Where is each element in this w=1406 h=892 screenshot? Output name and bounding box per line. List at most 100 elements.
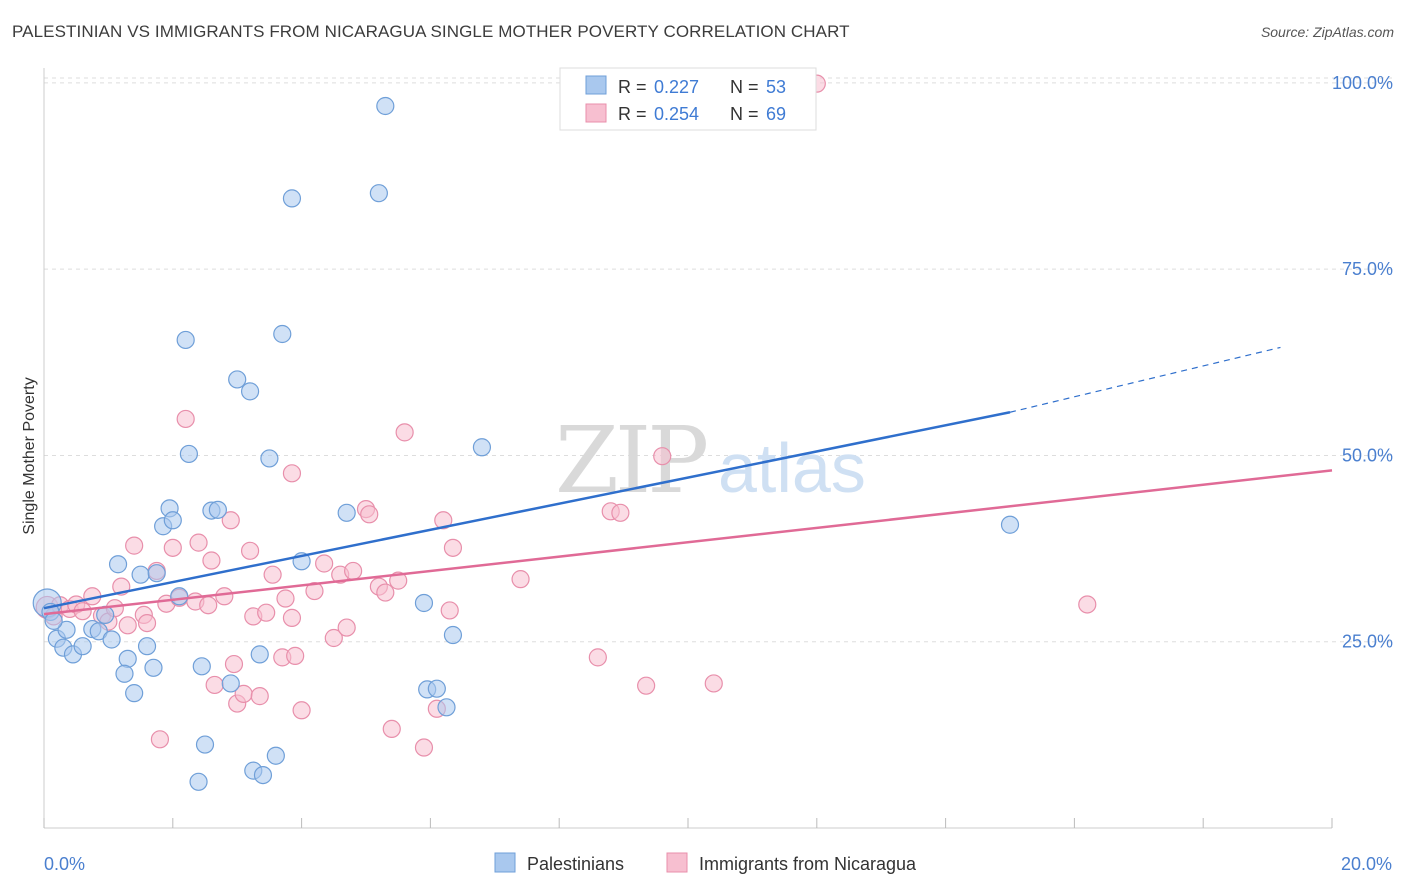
palestinian-point-41 [337, 503, 356, 522]
nicaragua-point-14 [137, 613, 157, 633]
nicaragua-point-67 [282, 608, 302, 627]
trend-lines [43, 346, 1333, 616]
palestinian-point-8 [89, 622, 108, 641]
nicaragua-point-39 [292, 701, 311, 720]
legend-box: R = 0.227 N = 53 R = 0.254 N = 69 [559, 67, 817, 131]
palestinian-point-16 [137, 637, 157, 656]
x-axis-ticks [43, 818, 1333, 828]
palestinian-point-35 [250, 645, 269, 664]
nicaragua-point-63 [653, 447, 672, 466]
palestinian-point-49 [472, 438, 492, 457]
nicaragua-point-64 [704, 674, 723, 693]
nicaragua-point-49 [376, 583, 395, 602]
watermark-atlas: atlas [718, 429, 866, 507]
nicaragua-point-68 [224, 654, 244, 674]
nicaragua-point-24 [202, 551, 221, 570]
bottom-legend-palestinians: Palestinians [527, 854, 624, 874]
nicaragua-point-34 [263, 565, 282, 584]
nicaragua-point-26 [215, 587, 234, 606]
nicaragua-point-38 [286, 646, 305, 665]
y-tick-label-100: 100.0% [1332, 73, 1393, 93]
legend-r-value-2: 0.254 [654, 104, 699, 124]
nicaragua-point-66 [1078, 595, 1097, 614]
nicaragua-point-45 [344, 561, 363, 581]
nicaragua-point-61 [611, 503, 630, 522]
watermark-zip: ZIP [555, 407, 706, 514]
nicaragua-point-11 [118, 616, 137, 635]
palestinian-point-37 [266, 746, 285, 765]
y-tick-label-50: 50.0% [1342, 445, 1393, 465]
nicaragua-point-30 [240, 541, 260, 560]
legend-swatch-blue [585, 75, 607, 95]
palestinian-point-22 [170, 587, 189, 606]
bottom-legend-swatch-blue [494, 852, 516, 873]
palestinian-point-29 [208, 500, 227, 519]
palestinian-point-43 [376, 96, 395, 116]
y-tick-label-75: 75.0% [1342, 259, 1393, 279]
palestinian-point-26 [192, 657, 211, 676]
nicaragua-point-18 [163, 538, 182, 557]
y-axis-label: Single Mother Poverty [21, 377, 38, 534]
palestinian-point-21 [163, 511, 182, 530]
nicaragua-point-57 [443, 538, 463, 557]
nicaragua-point-56 [440, 601, 459, 620]
y-tick-labels: 25.0% 50.0% 75.0% 100.0% [1332, 73, 1393, 652]
palestinian-point-14 [125, 684, 144, 703]
palestinian-point-46 [427, 679, 446, 698]
nicaragua-point-53 [414, 738, 434, 757]
nicaragua-point-62 [637, 676, 656, 695]
nicaragua-point-59 [588, 648, 607, 667]
palestinian-point-23 [176, 330, 195, 350]
nicaragua-point-50 [382, 719, 401, 739]
legend-n-value-1: 53 [766, 77, 786, 97]
bottom-legend-nicaragua: Immigrants from Nicaragua [699, 854, 917, 874]
nicaragua-point-25 [205, 675, 224, 695]
palestinian-point-27 [195, 735, 215, 754]
nicaragua-point-51 [389, 571, 408, 590]
x-tick-label-max: 20.0% [1341, 854, 1392, 874]
nicaragua-point-41 [315, 554, 334, 573]
palestinian-point-31 [228, 370, 247, 389]
palestinian-point-47 [437, 698, 456, 717]
nicaragua-point-42 [324, 628, 343, 648]
legend-swatch-pink [585, 103, 607, 123]
palestinian-point-42 [369, 184, 388, 203]
legend-n-label-2: N = [730, 104, 759, 124]
nicaragua-point-23 [199, 596, 218, 615]
nicaragua-point-47 [360, 505, 379, 524]
palestinian-point-11 [108, 555, 128, 574]
palestinian-trend-line [43, 411, 1011, 610]
palestinian-point-48 [443, 625, 463, 645]
bottom-legend: Palestinians Immigrants from Nicaragua [494, 852, 917, 874]
watermark: ZIP atlas [555, 407, 866, 514]
nicaragua-point-27 [221, 511, 240, 530]
palestinian-point-36 [260, 449, 279, 468]
nicaragua-point-12 [125, 536, 144, 555]
legend-n-value-2: 69 [766, 104, 786, 124]
palestinian-point-24 [179, 444, 198, 464]
palestinian-point-34 [253, 765, 273, 785]
palestinian-point-32 [240, 382, 260, 401]
palestinian-point-13 [115, 664, 134, 683]
palestinian-point-50 [1000, 515, 1020, 534]
nicaragua-point-44 [337, 618, 356, 637]
nicaragua-point-55 [434, 511, 453, 530]
palestinian-point-15 [131, 565, 150, 584]
palestinian-point-44 [414, 593, 434, 613]
palestinian-point-25 [189, 772, 208, 791]
palestinian-point-39 [282, 189, 302, 208]
palestinian-point-4 [57, 620, 76, 639]
nicaragua-point-20 [176, 409, 195, 429]
legend-n-label-1: N = [730, 77, 759, 97]
palestinian-point-17 [144, 658, 163, 677]
nicaragua-point-40 [305, 581, 324, 601]
palestinian-point-30 [221, 674, 240, 693]
bottom-legend-swatch-pink [666, 852, 688, 873]
nicaragua-point-36 [276, 589, 295, 608]
chart-title: PALESTINIAN VS IMMIGRANTS FROM NICARAGUA… [12, 22, 850, 41]
legend-r-label-1: R = [618, 77, 647, 97]
palestinian-point-10 [102, 630, 121, 649]
nicaragua-trend-line [43, 469, 1333, 616]
palestinian-point-12 [118, 649, 137, 668]
